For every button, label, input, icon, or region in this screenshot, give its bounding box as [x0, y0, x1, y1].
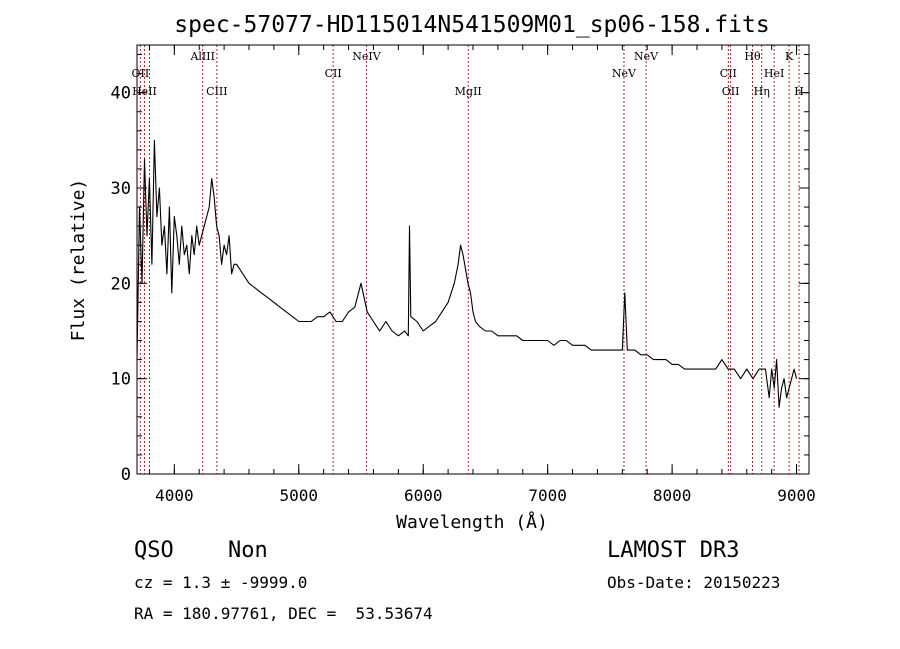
line-marker-label-9: NeV [634, 50, 659, 63]
survey-name: LAMOST DR3 [607, 538, 740, 563]
spectrum-line-0 [136, 139, 798, 408]
x-tick-label: 6000 [404, 486, 443, 505]
line-marker-label-8: NeV [612, 67, 637, 80]
observation-date: Obs-Date: 20150223 [607, 573, 781, 592]
x-tick-label: 5000 [280, 486, 319, 505]
line-marker-label-11: OII [722, 85, 740, 98]
line-marker-label-16: H [794, 85, 804, 98]
redshift-line: cz = 1.3 ± -9999.0 [134, 573, 308, 592]
y-tick-label: 40 [111, 84, 131, 104]
x-tick-label: 7000 [528, 486, 567, 505]
y-tick-label: 20 [111, 274, 131, 294]
line-marker-label-15: K [785, 50, 794, 63]
object-class: QSO [134, 538, 174, 563]
line-marker-label-13: Hη [754, 85, 770, 98]
coordinates-line: RA = 180.97761, DEC = 53.53674 [134, 604, 433, 623]
line-marker-label-14: HeI [764, 67, 784, 80]
x-axis-label: Wavelength (Å) [396, 511, 548, 533]
line-marker-label-12: Hθ [744, 50, 761, 63]
spectrum-series [136, 139, 798, 408]
y-tick-label: 10 [111, 370, 131, 390]
line-marker-label-6: NeIV [352, 50, 381, 63]
line-marker-label-7: MgII [455, 85, 482, 98]
plot-frame [136, 44, 810, 475]
line-marker-label-4: CIII [206, 85, 227, 98]
x-tick-label: 9000 [777, 486, 816, 505]
line-marker-label-10: CII [720, 67, 737, 80]
y-tick-label: 0 [121, 465, 131, 485]
y-tick-label: 30 [111, 179, 131, 199]
x-tick-label: 4000 [155, 486, 194, 505]
x-tick-label: 8000 [653, 486, 692, 505]
chart-title: spec-57077-HD115014N541509M01_sp06-158.f… [174, 12, 769, 38]
object-subclass: Non [228, 538, 268, 563]
line-marker-label-3: AlIII [189, 50, 215, 63]
line-marker-label-1: HeII [132, 85, 157, 98]
y-axis-label: Flux (relative) [68, 179, 89, 342]
line-marker-label-5: CII [325, 67, 342, 80]
axis-ticks: 4000 5000 6000 7000 8000 9000 0 10 20 30 40 [111, 45, 816, 505]
emission-line-markers: OIIHeIIAlIIICIIICIINeIVMgIINeVNeVCIIOIIH… [132, 45, 804, 474]
plot-border [136, 44, 810, 475]
